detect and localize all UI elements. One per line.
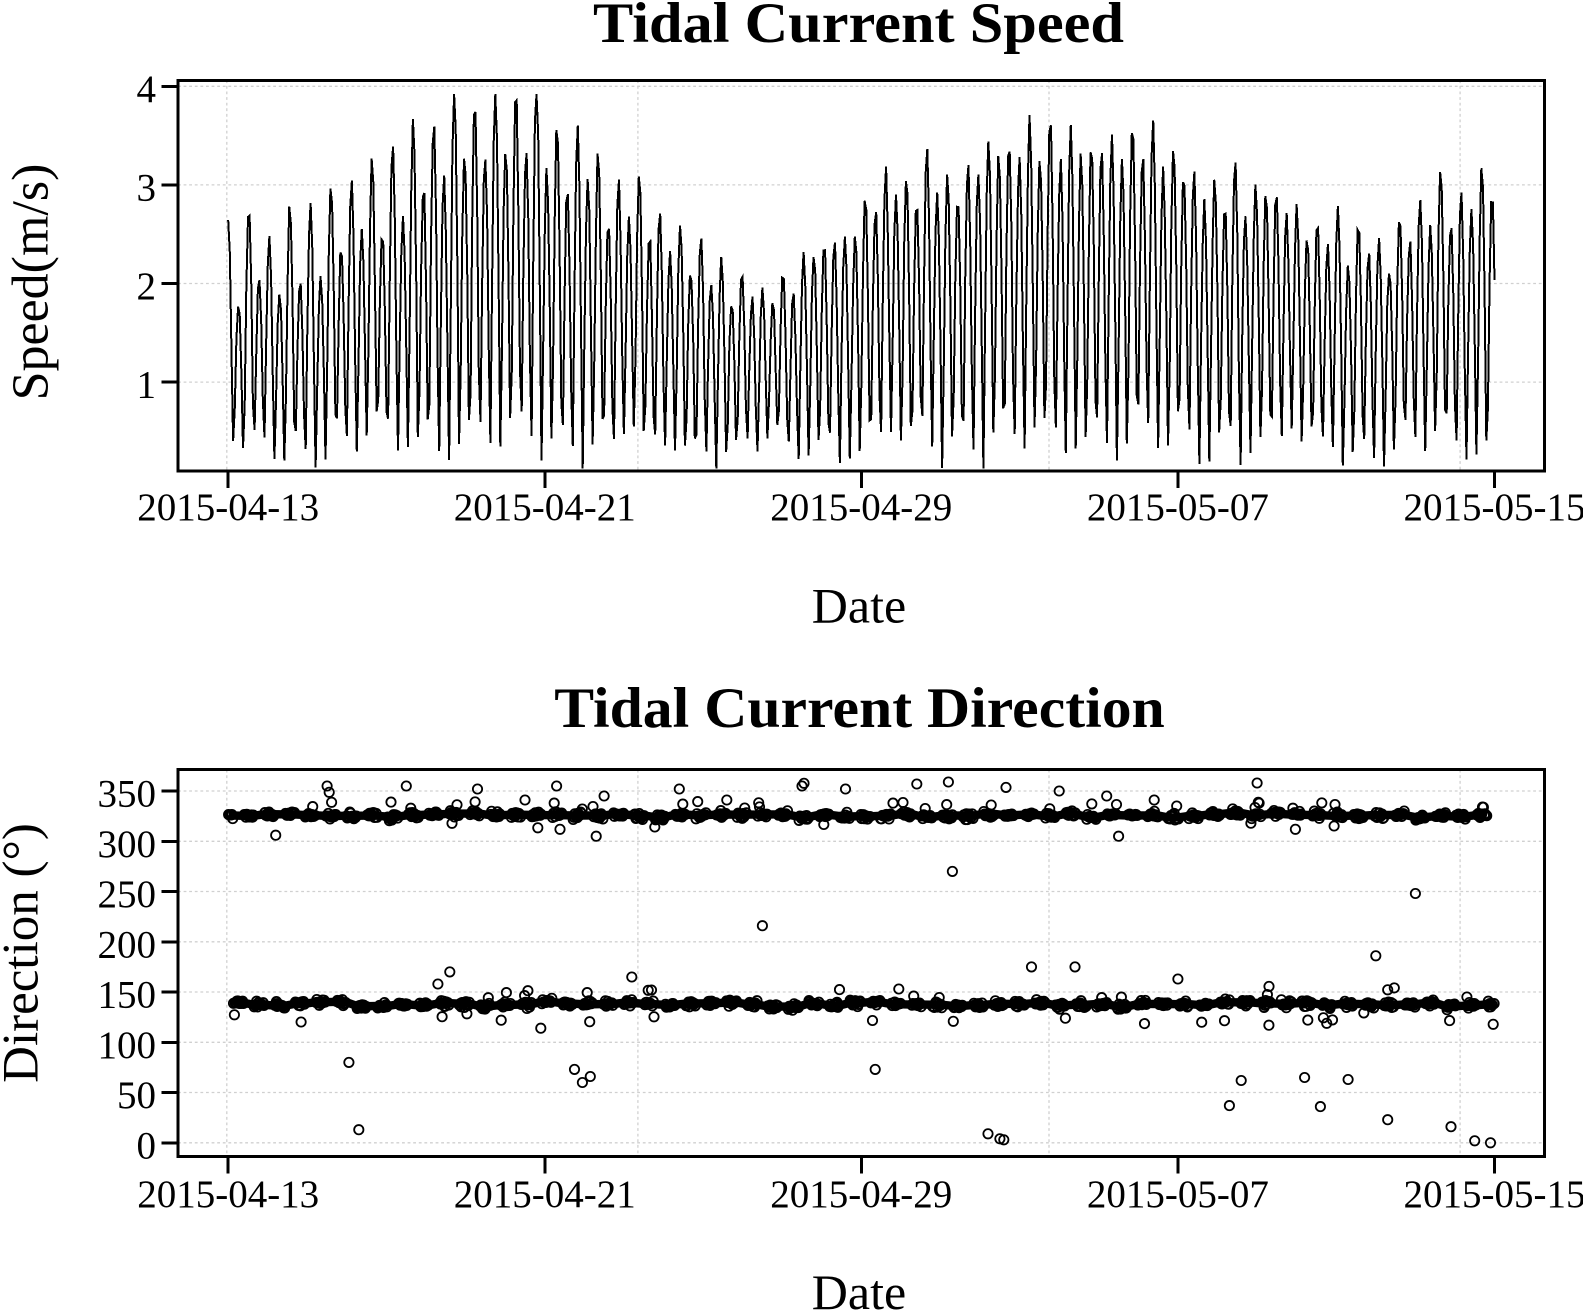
svg-text:2015-05-15: 2015-05-15	[1404, 1173, 1583, 1216]
svg-text:2015-04-13: 2015-04-13	[137, 1173, 319, 1216]
svg-text:Direction (°): Direction (°)	[0, 823, 50, 1083]
svg-text:Speed(m/s): Speed(m/s)	[3, 164, 60, 401]
svg-text:0: 0	[137, 1124, 157, 1167]
svg-text:2015-04-29: 2015-04-29	[770, 486, 952, 529]
svg-text:300: 300	[98, 823, 157, 866]
svg-text:2015-05-15: 2015-05-15	[1404, 486, 1583, 529]
svg-text:2015-04-13: 2015-04-13	[137, 486, 319, 529]
svg-text:2015-04-29: 2015-04-29	[770, 1173, 952, 1216]
svg-text:4: 4	[137, 68, 157, 111]
svg-text:2: 2	[137, 265, 157, 308]
svg-text:3: 3	[137, 166, 157, 209]
svg-text:250: 250	[98, 873, 157, 916]
svg-text:Tidal Current Direction: Tidal Current Direction	[554, 676, 1165, 739]
svg-text:2015-04-21: 2015-04-21	[454, 486, 636, 529]
svg-text:2015-05-07: 2015-05-07	[1087, 1173, 1269, 1216]
svg-text:Date: Date	[812, 577, 906, 633]
svg-text:100: 100	[98, 1024, 157, 1067]
svg-text:2015-04-21: 2015-04-21	[454, 1173, 636, 1216]
svg-text:200: 200	[98, 923, 157, 966]
svg-text:350: 350	[98, 773, 157, 816]
svg-text:2015-05-07: 2015-05-07	[1087, 486, 1269, 529]
svg-text:Tidal Current Speed: Tidal Current Speed	[593, 0, 1124, 55]
svg-text:150: 150	[98, 974, 157, 1017]
svg-text:1: 1	[137, 364, 157, 407]
svg-text:50: 50	[117, 1074, 156, 1117]
svg-text:Date: Date	[812, 1264, 906, 1310]
